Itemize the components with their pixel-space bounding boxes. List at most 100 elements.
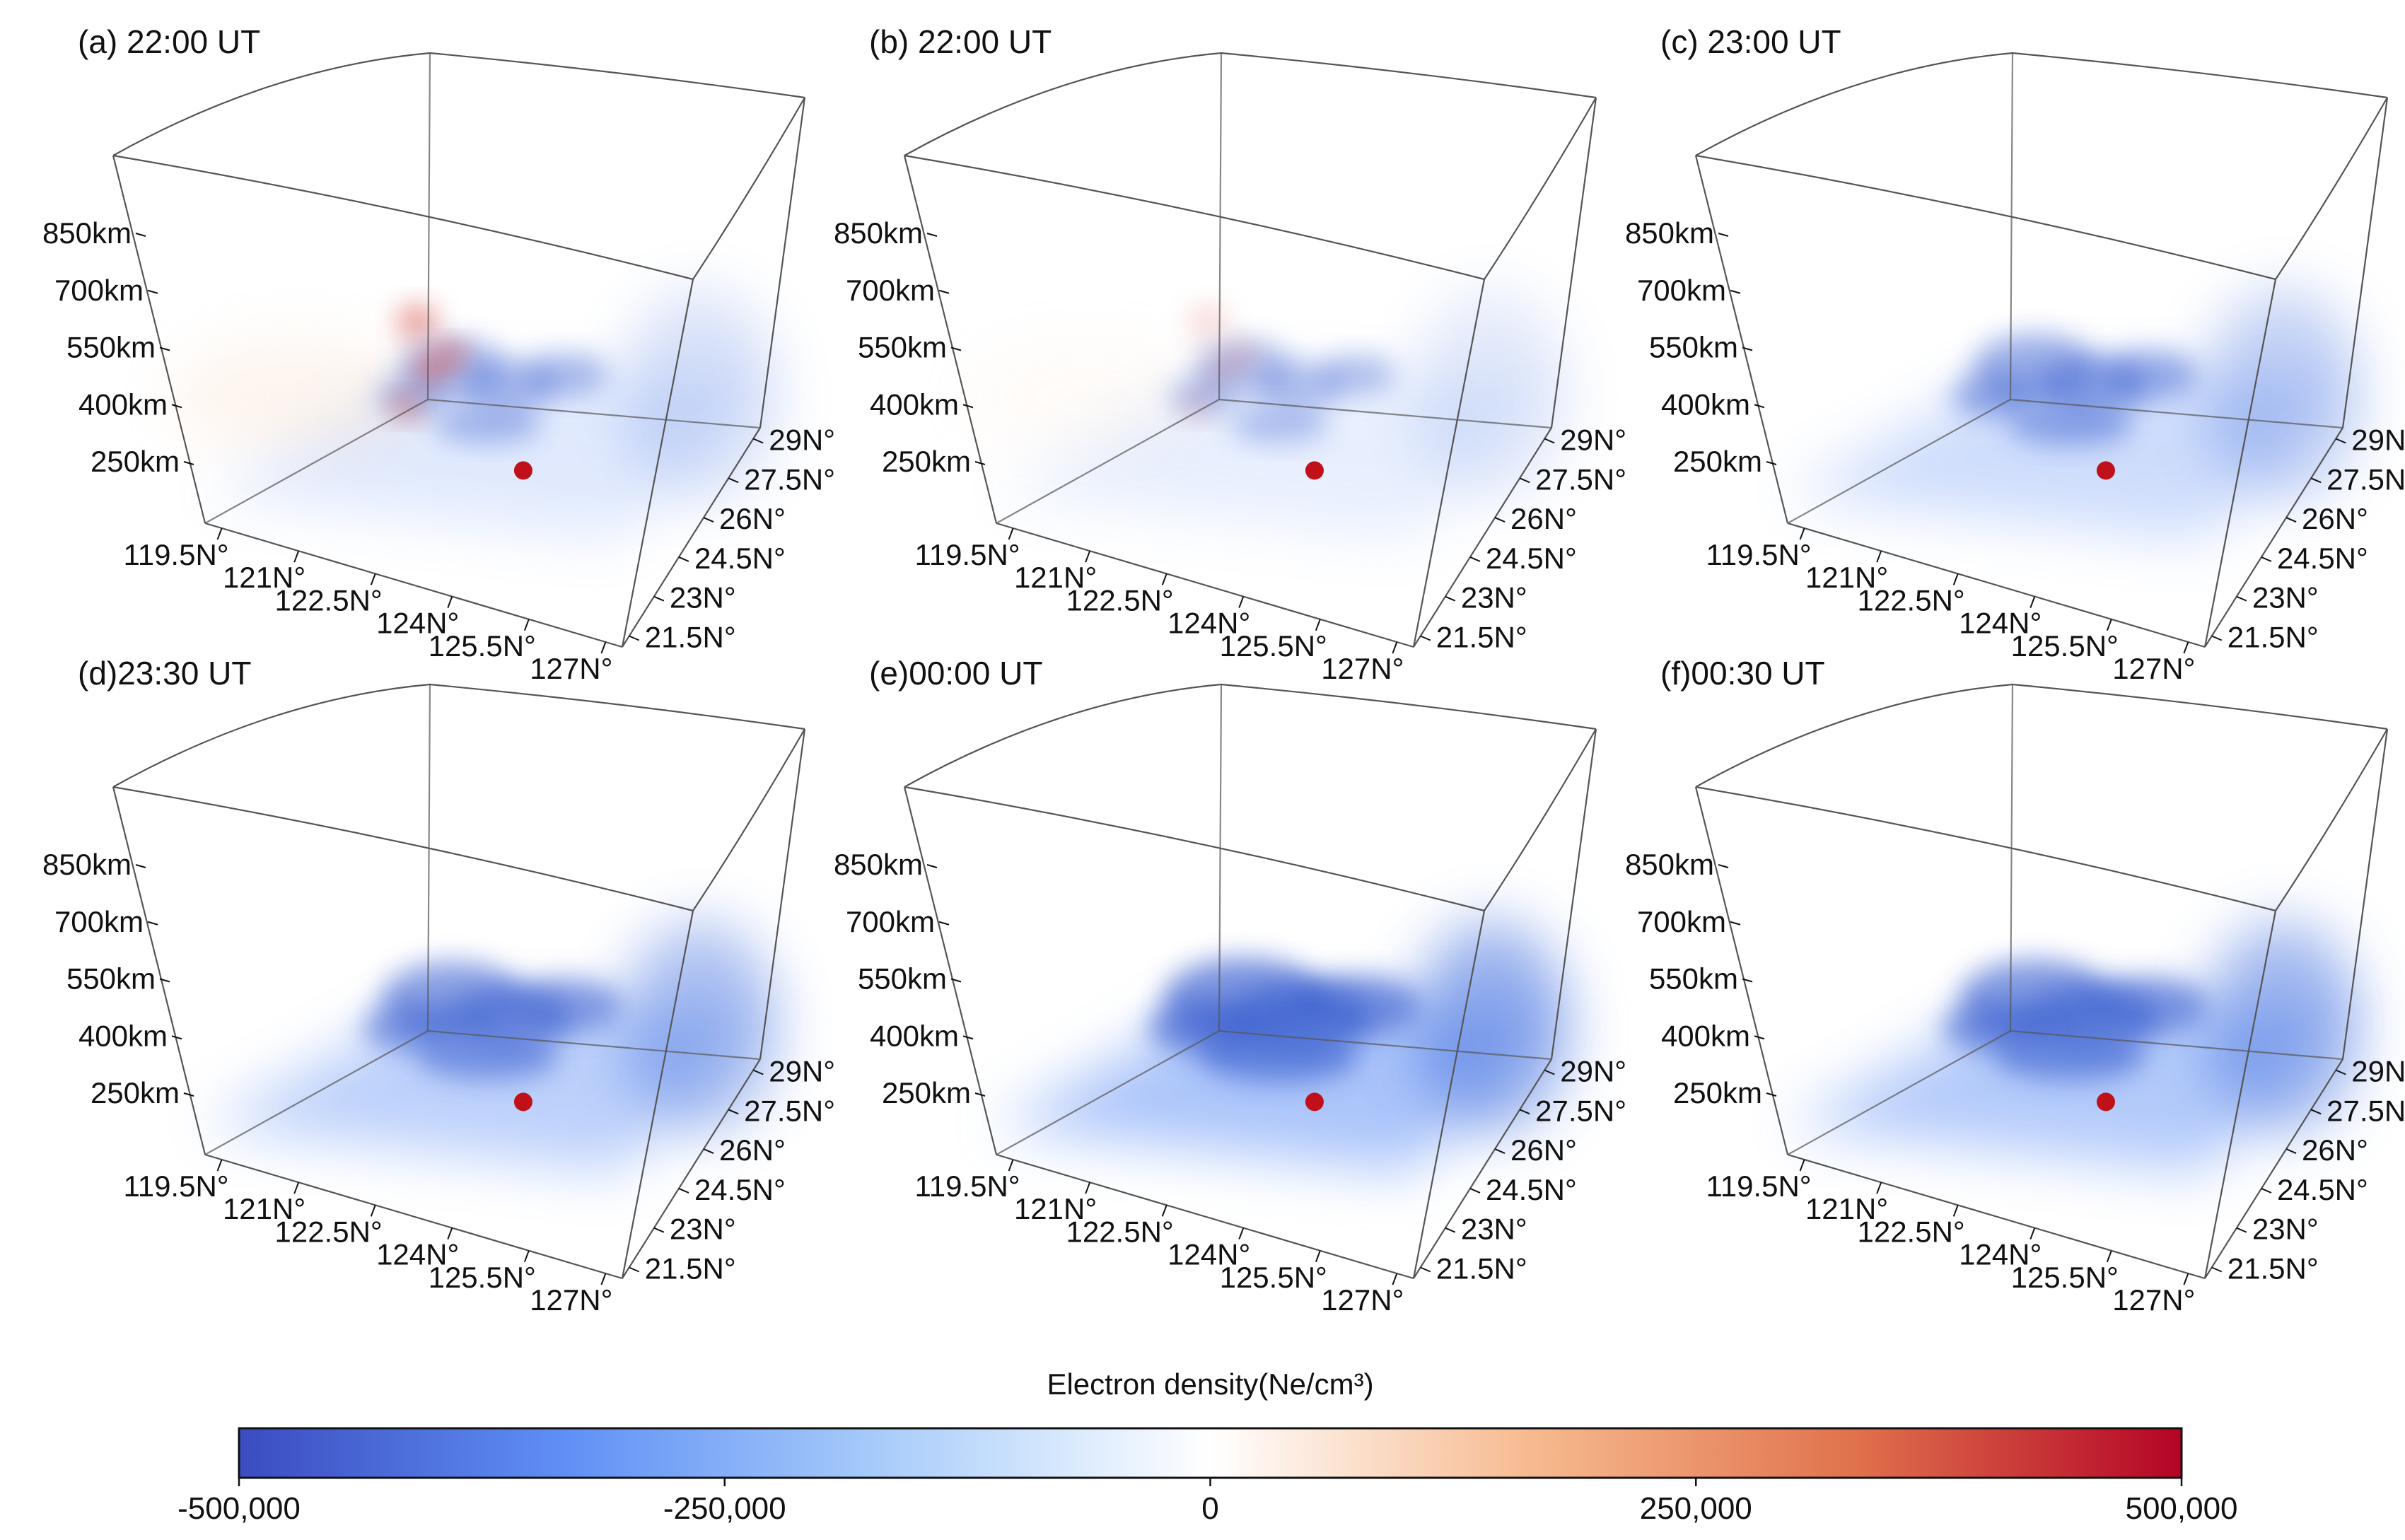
latitude-tick-mark	[653, 595, 665, 602]
latitude-tick-label: 23N°	[2252, 1213, 2319, 1246]
longitude-tick-label: 122.5N°	[1066, 1215, 1173, 1248]
longitude-tick-label: 127N°	[530, 652, 612, 685]
altitude-tick-mark	[1730, 289, 1741, 294]
frame-edge-right	[1550, 728, 1597, 1060]
frame-edge-right	[1550, 97, 1597, 428]
latitude-tick-label: 23N°	[2252, 581, 2319, 614]
latitude-tick-label: 29N°	[2351, 1055, 2405, 1088]
latitude-tick-label: 29N°	[769, 1055, 835, 1088]
longitude-axis: 119.5N°121N°122.5N°124N°125.5N°127N°	[1706, 1159, 2195, 1317]
frame-bottom-front-right	[1413, 1058, 1552, 1279]
latitude-tick-mark	[703, 1148, 714, 1155]
box-frame	[903, 52, 1597, 648]
latitude-tick-label: 21.5N°	[2228, 1252, 2319, 1285]
altitude-axis: 250km 400km 550km 700km 850km	[834, 848, 986, 1109]
frame-bottom-front-right	[1413, 427, 1552, 648]
latitude-tick-label: 26N°	[2302, 502, 2368, 535]
longitude-tick-mark	[370, 573, 376, 585]
frame-edge-left	[1694, 155, 1789, 524]
altitude-tick-label: 700km	[846, 905, 935, 938]
altitude-tick-mark	[1718, 233, 1729, 237]
frame-edge-back	[1218, 52, 1223, 400]
altitude-tick-mark	[962, 1035, 974, 1040]
frame-bottom-back-right	[1218, 1029, 1552, 1061]
altitude-tick-mark	[1754, 404, 1765, 409]
latitude-tick-mark	[2310, 477, 2322, 484]
latitude-tick-label: 27.5N°	[744, 1094, 835, 1127]
frame-top-front	[112, 97, 805, 281]
longitude-tick-label: 127N°	[1321, 652, 1404, 685]
longitude-tick-mark	[600, 641, 607, 654]
altitude-tick-mark	[938, 921, 950, 926]
box-frame	[1694, 52, 2389, 648]
frame-top-front	[1695, 97, 2388, 281]
longitude-tick-label: 124N°	[1959, 607, 2042, 640]
frame-edge-front	[2203, 279, 2277, 648]
latitude-tick-label: 27.5N°	[2327, 462, 2405, 496]
longitude-tick-label: 124N°	[1167, 1238, 1250, 1271]
latitude-tick-label: 24.5N°	[694, 1173, 786, 1206]
longitude-tick-mark	[1315, 1250, 1321, 1263]
frame-edge-left	[903, 155, 998, 524]
panel-title: (e)00:00 UT	[869, 655, 1042, 692]
box-frame	[112, 52, 806, 648]
altitude-axis: 250km 400km 550km 700km 850km	[42, 216, 194, 478]
altitude-axis: 250km 400km 550km 700km 850km	[1625, 216, 1777, 478]
colorbar-tick-label: 250,000	[1640, 1491, 1752, 1526]
longitude-tick-mark	[1315, 619, 1321, 631]
latitude-tick-mark	[1445, 595, 1456, 602]
latitude-axis: 21.5N° 23N° 24.5N° 26N° 27.5N° 29N°	[629, 424, 835, 654]
panel-title: (b) 22:00 UT	[869, 23, 1052, 60]
frame-bottom-front-right	[622, 1058, 761, 1279]
latitude-tick-label: 21.5N°	[645, 1252, 736, 1285]
frame-bottom-back-left	[996, 399, 1220, 524]
colorbar-tick-label: 500,000	[2125, 1491, 2237, 1526]
latitude-tick-mark	[752, 438, 764, 444]
frame-bottom-back-right	[2010, 398, 2343, 429]
altitude-tick-label: 700km	[1637, 274, 1726, 307]
altitude-tick-label: 700km	[54, 274, 144, 307]
longitude-tick-mark	[523, 1250, 530, 1263]
frame-edge-left	[903, 786, 998, 1155]
longitude-tick-label: 125.5N°	[429, 629, 536, 663]
frame-top-front	[1695, 728, 2388, 912]
latitude-tick-mark	[2285, 517, 2297, 523]
epicenter-marker	[2096, 1092, 2115, 1112]
longitude-tick-label: 124N°	[376, 607, 459, 640]
longitude-axis: 119.5N°121N°122.5N°124N°125.5N°127N°	[914, 1159, 1404, 1317]
altitude-tick-label: 250km	[882, 1076, 971, 1109]
latitude-tick-mark	[1420, 635, 1431, 641]
altitude-axis: 250km 400km 550km 700km 850km	[1625, 848, 1777, 1109]
frame-edge-front	[621, 279, 694, 648]
frame-bottom-back-right	[1218, 398, 1552, 429]
latitude-tick-label: 26N°	[1510, 1133, 1577, 1167]
latitude-tick-mark	[703, 517, 714, 523]
altitude-tick-label: 400km	[78, 1019, 168, 1052]
altitude-tick-label: 250km	[91, 1076, 180, 1109]
altitude-tick-label: 850km	[834, 216, 923, 250]
latitude-tick-label: 29N°	[1560, 1055, 1626, 1088]
longitude-tick-mark	[1876, 550, 1882, 563]
frame-bottom-front-right	[2204, 1058, 2343, 1279]
colorbar-gradient	[238, 1427, 2183, 1479]
altitude-axis: 250km 400km 550km 700km 850km	[42, 848, 194, 1109]
altitude-tick-label: 550km	[858, 962, 947, 996]
frame-edge-right	[2341, 728, 2389, 1060]
frame-bottom-back-right	[2010, 1029, 2343, 1061]
epicenter-marker	[2096, 461, 2115, 480]
altitude-tick-mark	[1766, 1092, 1777, 1097]
altitude-tick-label: 550km	[66, 331, 156, 364]
frame-bottom-front-left	[204, 1153, 623, 1280]
density-volume	[961, 290, 1569, 541]
latitude-tick-mark	[2335, 438, 2346, 444]
latitude-tick-mark	[2335, 1069, 2346, 1075]
longitude-tick-mark	[1085, 1182, 1091, 1194]
epicenter-marker	[513, 1092, 532, 1112]
altitude-tick-label: 700km	[846, 274, 935, 307]
frame-top-back	[112, 683, 805, 788]
latitude-tick-mark	[2211, 1266, 2223, 1273]
panel-a: (a) 22:00 UT 250km 400km 550km 700km 850km 119…	[42, 23, 835, 685]
latitude-tick-mark	[678, 556, 689, 562]
longitude-axis: 119.5N°121N°122.5N°124N°125.5N°127N°	[123, 527, 612, 685]
frame-top-back	[1695, 683, 2388, 788]
